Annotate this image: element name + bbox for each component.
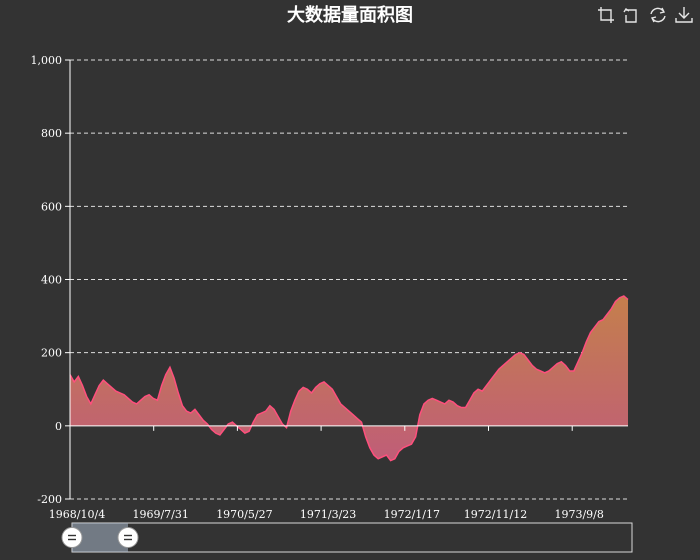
zoom-track[interactable] bbox=[71, 522, 633, 553]
x-tick-label: 1970/5/27 bbox=[216, 508, 272, 521]
x-tick-label: 1971/3/23 bbox=[300, 508, 356, 521]
x-tick-label: 1969/7/31 bbox=[132, 508, 188, 521]
y-tick-label: 200 bbox=[41, 347, 62, 360]
y-tick-label: 600 bbox=[41, 200, 62, 213]
x-tick-label: 1972/11/12 bbox=[464, 508, 527, 521]
x-tick-label: 1973/9/8 bbox=[554, 508, 603, 521]
axes: -200 0 200 400 600 800 1,000 1968/10/4 1969/7/31… bbox=[31, 54, 628, 521]
area-fill bbox=[70, 295, 628, 461]
grid bbox=[70, 59, 628, 500]
data-zoom-slider[interactable] bbox=[61, 522, 633, 553]
chart-title: 大数据量面积图 bbox=[287, 4, 413, 26]
y-tick-label: -200 bbox=[37, 493, 62, 506]
download-icon[interactable] bbox=[675, 6, 693, 24]
y-tick-label: 800 bbox=[41, 127, 62, 140]
handle-knob[interactable] bbox=[61, 527, 83, 548]
crop-icon[interactable] bbox=[597, 6, 615, 24]
x-tick-label: 1968/10/4 bbox=[49, 508, 105, 521]
refresh-icon[interactable] bbox=[649, 6, 667, 24]
y-tick-label: 1,000 bbox=[31, 54, 63, 67]
y-tick-label: 400 bbox=[41, 274, 62, 287]
zoom-start-handle[interactable] bbox=[61, 527, 83, 548]
x-tick-label: 1972/1/17 bbox=[384, 508, 440, 521]
y-tick-label: 0 bbox=[55, 420, 62, 433]
area-series bbox=[69, 295, 629, 462]
toolbox bbox=[597, 6, 693, 24]
undo-icon[interactable] bbox=[623, 6, 641, 24]
handle-knob[interactable] bbox=[117, 527, 139, 548]
series-line bbox=[69, 295, 629, 462]
zoom-end-handle[interactable] bbox=[117, 527, 139, 548]
